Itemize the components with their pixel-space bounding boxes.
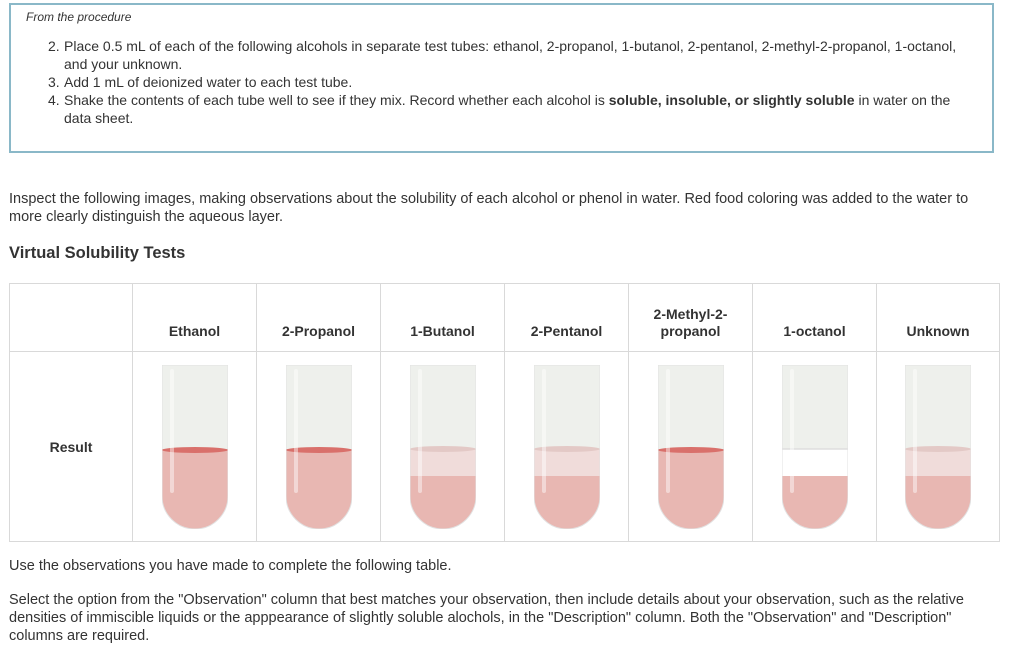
alcohol-layer [533, 448, 600, 476]
tube-outline [161, 364, 228, 529]
tube-cell [628, 351, 753, 542]
header-2-propanol: 2-Propanol [256, 283, 381, 352]
tube-cell [504, 351, 629, 542]
meniscus [905, 445, 971, 452]
step-text: Shake the contents of each tube well to … [64, 92, 609, 108]
test-tube-1-octanol [781, 364, 848, 529]
tube-outline [409, 364, 476, 529]
section-heading: Virtual Solubility Tests [9, 244, 186, 262]
test-tube-1-butanol [409, 364, 476, 529]
aqueous-layer [161, 448, 228, 529]
alcohol-layer [409, 448, 476, 476]
glass-highlight [913, 368, 917, 493]
step-number: 2. [48, 38, 60, 54]
tube-cell [380, 351, 505, 542]
tube-cell [256, 351, 381, 542]
header-unknown: Unknown [876, 283, 1000, 352]
tube-cell [132, 351, 257, 542]
step-number: 4. [48, 92, 60, 108]
test-tube-unknown [905, 364, 971, 529]
step-text-bold: soluble, insoluble, or slightly soluble [608, 92, 855, 108]
header-1-octanol: 1-octanol [752, 283, 877, 352]
meniscus [533, 445, 600, 452]
glass-highlight [541, 368, 546, 493]
test-tube-2-pentanol [533, 364, 600, 529]
test-tube-2-propanol [285, 364, 352, 529]
aqueous-layer [657, 448, 724, 529]
header-2-methyl-2-propanol: 2-Methyl-2- propanol [628, 283, 753, 352]
header-1-butanol: 1-Butanol [380, 283, 505, 352]
header-2-pentanol: 2-Pentanol [504, 283, 629, 352]
procedure-step: 3. Add 1 mL of deionized water to each t… [21, 73, 976, 91]
tube-outline [533, 364, 600, 529]
tube-outline [285, 364, 352, 529]
tube-cell [876, 351, 1000, 542]
glass-highlight [293, 368, 298, 493]
table-header-row: Ethanol 2-Propanol 1-Butanol 2-Pentanol … [9, 283, 1000, 352]
header-ethanol: Ethanol [132, 283, 257, 352]
procedure-step: 4. Shake the contents of each tube well … [21, 91, 976, 127]
alcohol-layer [781, 448, 848, 476]
row-label-result: Result [9, 351, 133, 542]
step-number: 3. [48, 74, 60, 90]
procedure-step: 2. Place 0.5 mL of each of the following… [21, 37, 976, 73]
solubility-table: Ethanol 2-Propanol 1-Butanol 2-Pentanol … [9, 283, 1000, 542]
meniscus [657, 446, 724, 453]
glass-highlight [665, 368, 670, 493]
procedure-box: From the procedure 2. Place 0.5 mL of ea… [9, 3, 994, 153]
procedure-steps: 2. Place 0.5 mL of each of the following… [21, 37, 976, 127]
glass-highlight [169, 368, 174, 493]
test-tube-ethanol [161, 364, 228, 529]
alcohol-layer [905, 448, 971, 476]
test-tube-2-methyl-2-propanol [657, 364, 724, 529]
intro-text: Inspect the following images, making obs… [9, 191, 969, 225]
meniscus [409, 445, 476, 452]
tube-outline [781, 364, 848, 529]
header-cell-empty [9, 283, 133, 352]
instruction-paragraph: Use the observations you have made to co… [9, 558, 452, 574]
glass-highlight [789, 368, 794, 493]
glass-highlight [417, 368, 422, 493]
meniscus [285, 446, 352, 453]
procedure-caption: From the procedure [26, 10, 132, 24]
instruction-paragraph: Select the option from the "Observation"… [9, 592, 964, 644]
tube-outline [905, 364, 971, 529]
tube-outline [657, 364, 724, 529]
table-row: Result [9, 351, 1000, 542]
step-text: Add 1 mL of deionized water to each test… [64, 74, 353, 90]
step-text: Place 0.5 mL of each of the following al… [64, 38, 957, 72]
aqueous-layer [285, 448, 352, 529]
tube-cell [752, 351, 877, 542]
meniscus [161, 446, 228, 453]
step-text: in water on the data sheet. [64, 92, 951, 126]
